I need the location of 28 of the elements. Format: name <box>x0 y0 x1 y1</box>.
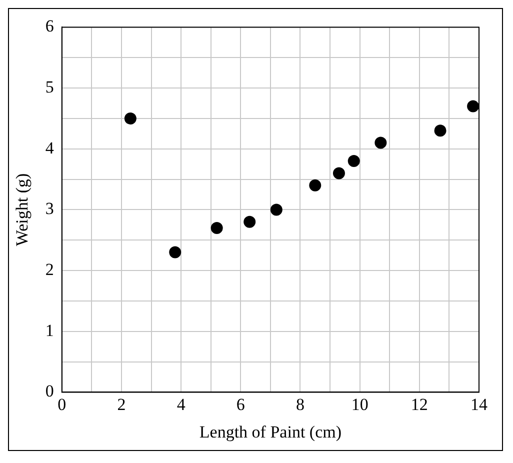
y-tick-label: 6 <box>45 16 54 36</box>
point <box>210 222 223 234</box>
y-tick-label: 2 <box>45 260 54 279</box>
x-tick-label: 10 <box>351 394 368 414</box>
point <box>467 100 479 112</box>
x-tick-label: 14 <box>470 394 488 414</box>
y-tick-label: 5 <box>45 78 54 96</box>
y-tick-label: 1 <box>45 320 54 340</box>
x-tick-label: 2 <box>117 394 126 414</box>
x-tick-label: 8 <box>296 394 304 414</box>
point <box>270 204 282 216</box>
x-tick-label: 4 <box>176 394 186 414</box>
point <box>244 216 256 228</box>
x-tick-label: 0 <box>58 394 66 414</box>
x-tick-label: 12 <box>410 394 428 414</box>
x-axis-title: Length of Paint (cm) <box>199 422 342 442</box>
y-tick-label: 0 <box>45 382 54 401</box>
point <box>332 167 345 180</box>
point <box>348 155 360 168</box>
y-tick-label: 3 <box>45 199 54 218</box>
point <box>169 246 182 258</box>
y-tick-label: 4 <box>45 138 54 158</box>
x-tick-label: 6 <box>236 394 245 414</box>
point <box>309 179 322 192</box>
point <box>124 112 136 124</box>
y-axis-title: Weight (g) <box>12 173 32 246</box>
point <box>434 124 446 137</box>
point <box>374 136 387 149</box>
